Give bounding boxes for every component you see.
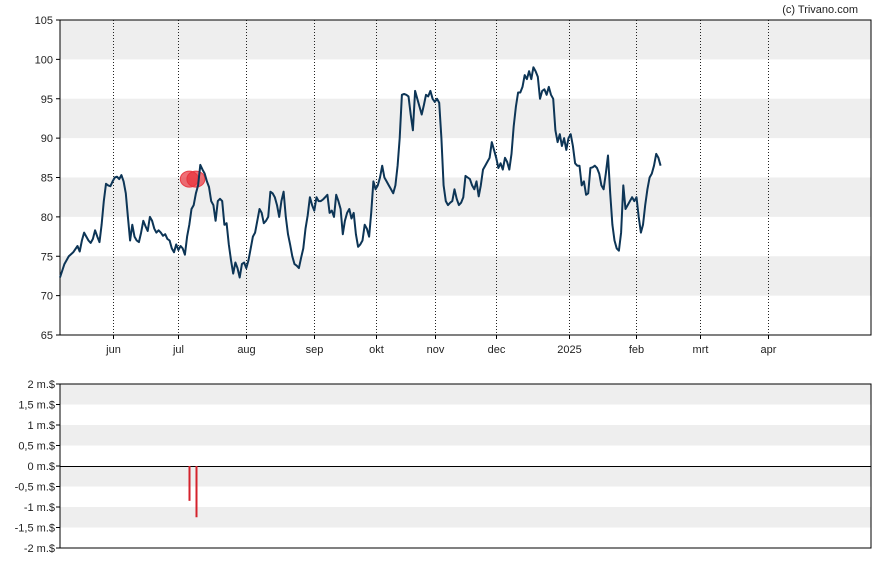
volume-band bbox=[60, 466, 871, 487]
volume-y-tick-label: -2 m.$ bbox=[24, 543, 55, 555]
volume-y-tick-label: 1 m.$ bbox=[27, 420, 55, 432]
volume-y-tick-label: 0 m.$ bbox=[27, 461, 55, 473]
price-x-tick-label: okt bbox=[369, 344, 384, 356]
price-x-tick-label: apr bbox=[761, 344, 777, 356]
price-band bbox=[60, 20, 871, 60]
price-band bbox=[60, 98, 871, 139]
volume-y-tick-label: -0,5 m.$ bbox=[15, 482, 55, 494]
volume-y-tick-label: -1,5 m.$ bbox=[15, 523, 55, 535]
price-chart: 65 70 75 80 85 90 95 100 105 jun jul aug sep okt nov d… bbox=[35, 15, 872, 356]
price-x-tick-label: nov bbox=[427, 344, 445, 356]
volume-bands bbox=[60, 384, 871, 528]
price-y-tick-label: 105 bbox=[35, 15, 53, 27]
price-x-axis: jun jul aug sep okt nov dec 2025 feb mrt apr bbox=[105, 335, 777, 356]
volume-y-tick-label: 0,5 m.$ bbox=[18, 441, 55, 453]
trade-marker bbox=[186, 170, 206, 188]
price-x-tick-label: sep bbox=[306, 344, 324, 356]
price-x-tick-label: mrt bbox=[693, 344, 709, 356]
price-y-axis: 65 70 75 80 85 90 95 100 105 bbox=[35, 15, 60, 342]
price-band bbox=[60, 256, 871, 296]
price-markers bbox=[179, 170, 206, 188]
price-y-tick-label: 75 bbox=[41, 251, 53, 263]
volume-band bbox=[60, 425, 871, 446]
price-y-tick-label: 80 bbox=[41, 212, 53, 224]
volume-y-axis: 2 m.$ 1,5 m.$ 1 m.$ 0,5 m.$ 0 m.$ -0,5 m.$ -1 … bbox=[15, 379, 60, 555]
price-y-tick-label: 85 bbox=[41, 173, 53, 185]
copyright-label: (c) Trivano.com bbox=[782, 4, 858, 16]
volume-chart: 2 m.$ 1,5 m.$ 1 m.$ 0,5 m.$ 0 m.$ -0,5 m.$ -1 … bbox=[15, 379, 872, 555]
price-y-tick-label: 70 bbox=[41, 291, 53, 303]
price-x-tick-label: aug bbox=[237, 344, 255, 356]
price-x-tick-label: dec bbox=[488, 344, 506, 356]
price-x-tick-label: 2025 bbox=[557, 344, 581, 356]
price-x-tick-label: feb bbox=[629, 344, 644, 356]
volume-y-tick-label: 2 m.$ bbox=[27, 379, 55, 391]
price-series-line bbox=[59, 66, 662, 279]
price-y-tick-label: 95 bbox=[41, 94, 53, 106]
price-x-tick-label: jul bbox=[172, 344, 184, 356]
volume-band bbox=[60, 384, 871, 405]
price-bands bbox=[60, 20, 871, 296]
price-y-tick-label: 90 bbox=[41, 133, 53, 145]
volume-y-tick-label: -1 m.$ bbox=[24, 502, 55, 514]
volume-bars bbox=[188, 466, 198, 518]
price-x-tick-label: jun bbox=[105, 344, 121, 356]
price-y-tick-label: 65 bbox=[41, 330, 53, 342]
price-y-tick-label: 100 bbox=[35, 54, 53, 66]
volume-band bbox=[60, 507, 871, 528]
volume-y-tick-label: 1,5 m.$ bbox=[18, 400, 55, 412]
